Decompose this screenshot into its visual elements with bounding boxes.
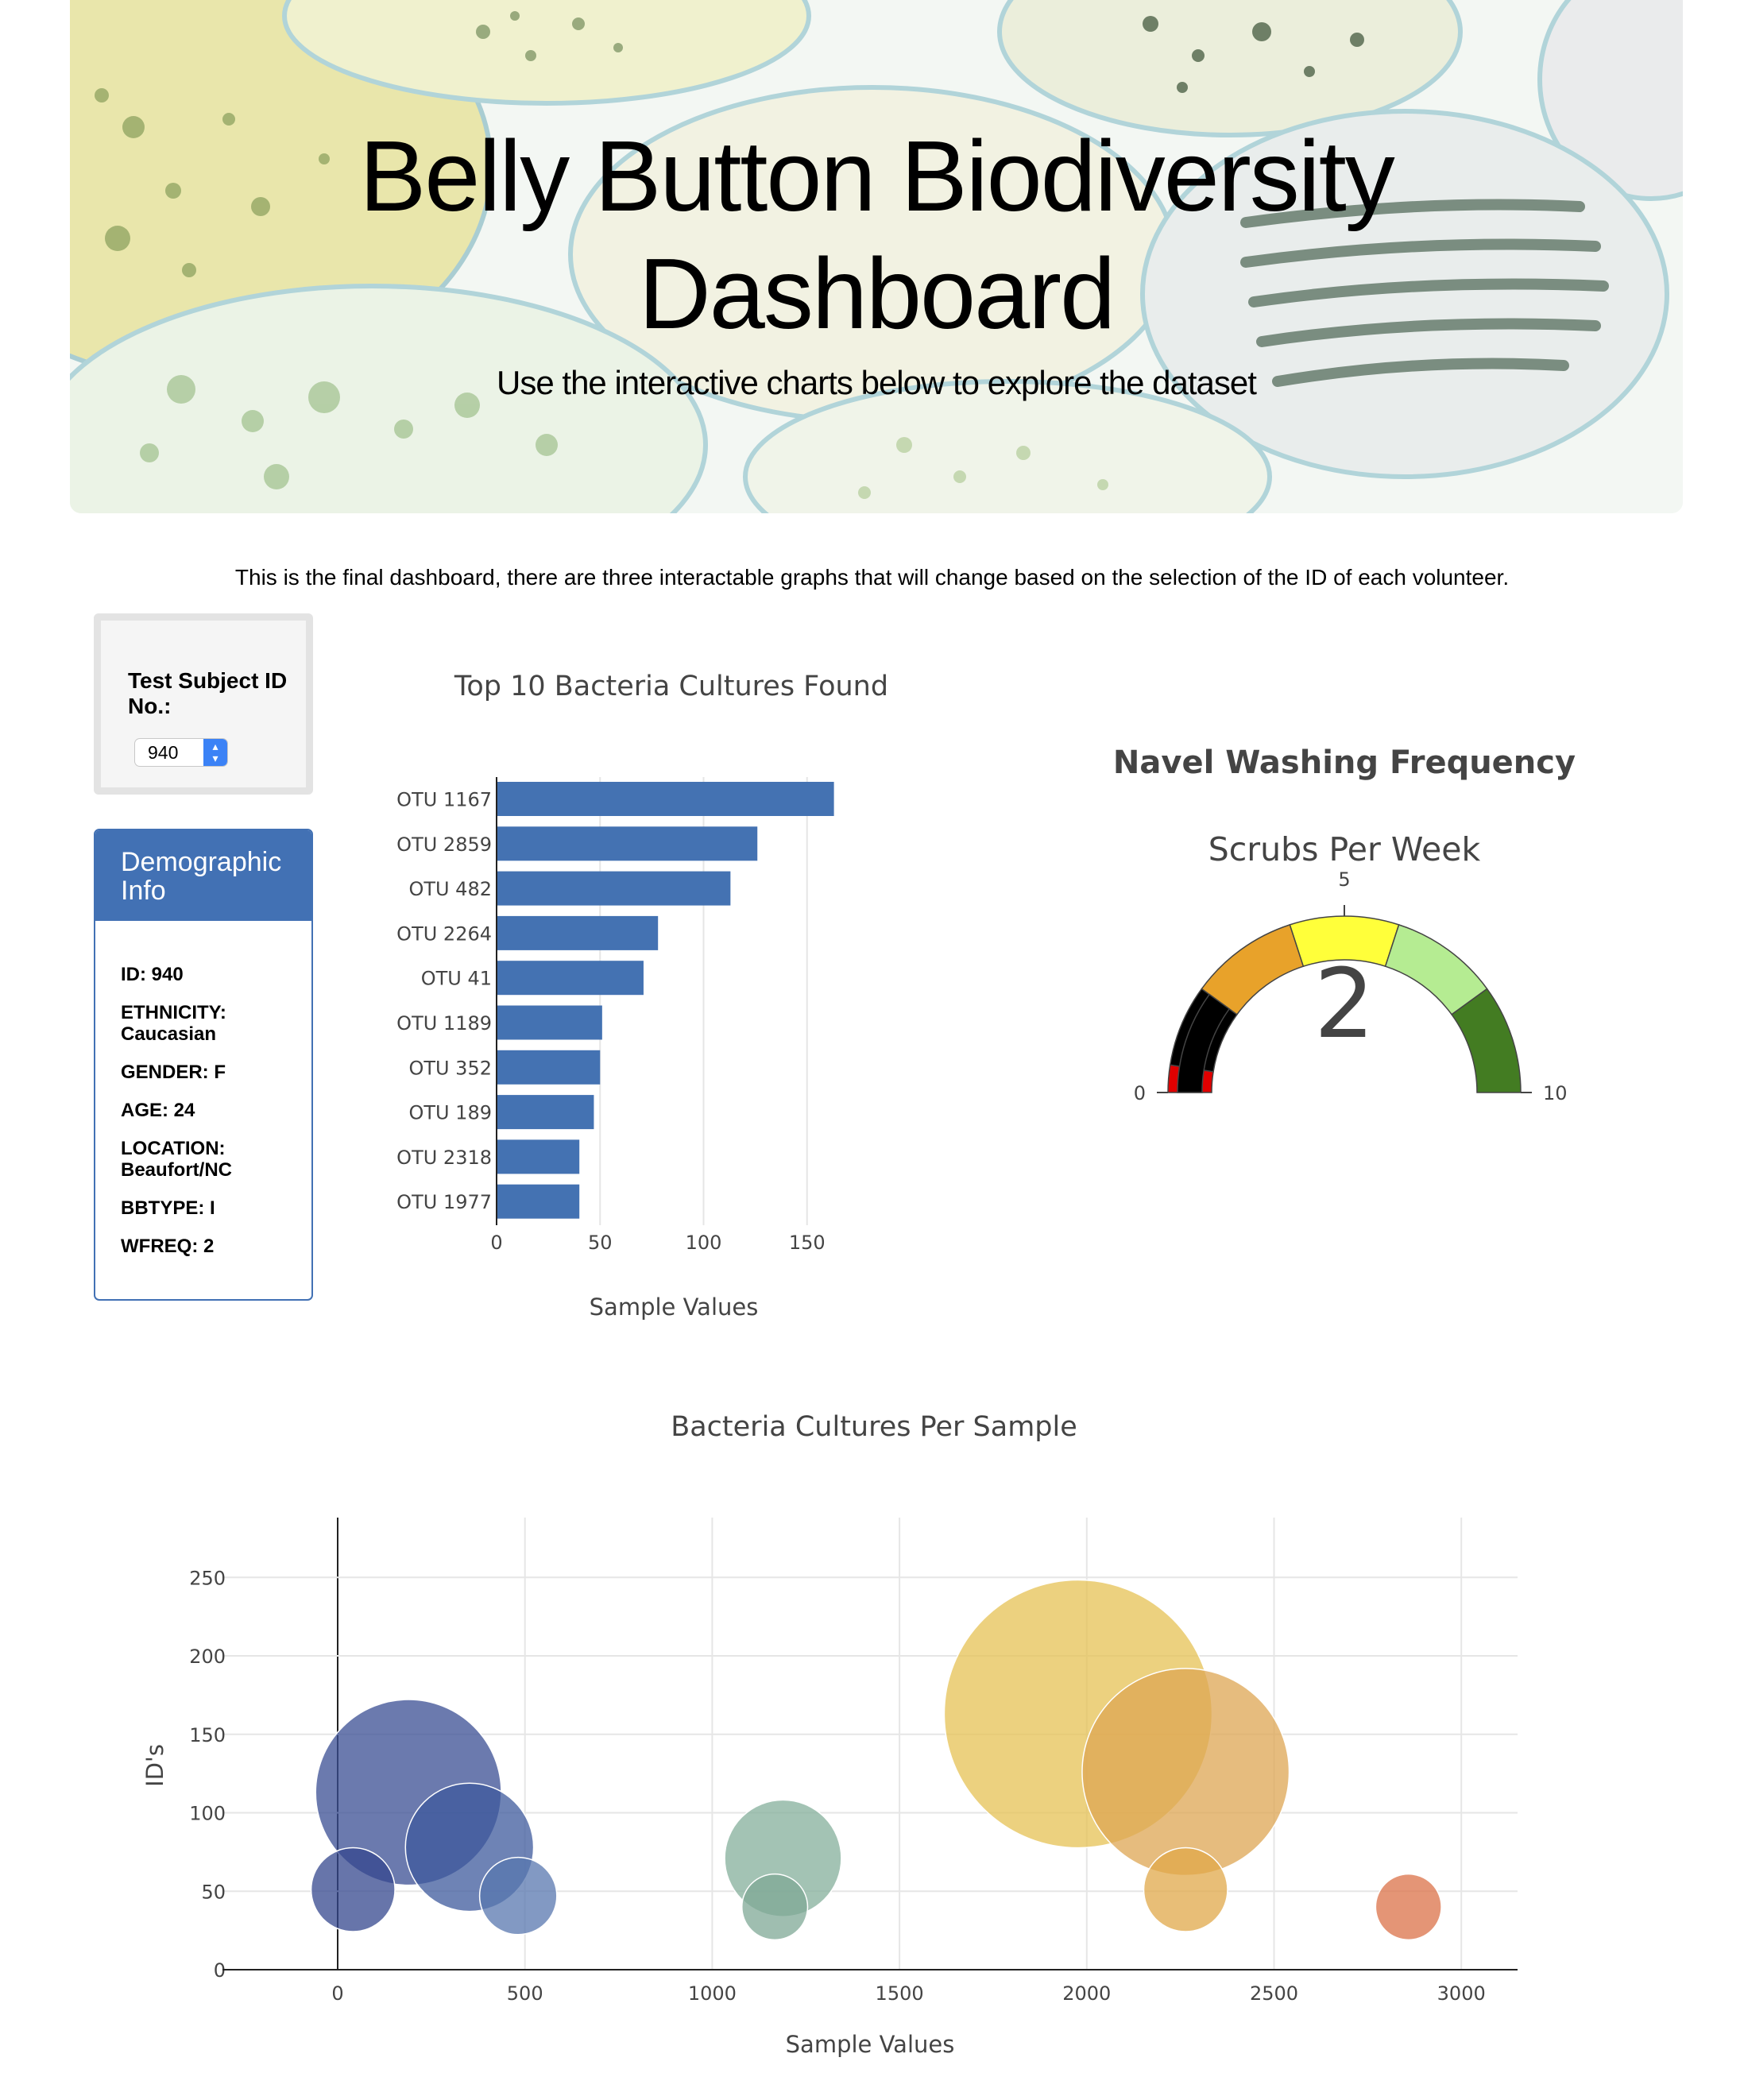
- bubble-chart-y-axis-title: ID's: [141, 1744, 168, 1787]
- bubble-chart-y-tick-label: 250: [189, 1567, 226, 1589]
- bar-chart-bar[interactable]: [497, 782, 834, 816]
- bar-chart-bar[interactable]: [497, 1050, 601, 1085]
- subject-id-select[interactable]: 940 ▴ ▾: [134, 738, 228, 767]
- bar-chart-title: Top 10 Bacteria Cultures Found: [454, 671, 888, 702]
- bar-chart-category-label: OTU 2859: [396, 833, 492, 856]
- subject-selector-well: Test Subject ID No.: 940 ▴ ▾: [94, 613, 313, 795]
- bar-chart-bar[interactable]: [497, 826, 758, 861]
- bar-chart-category-label: OTU 1977: [396, 1191, 492, 1213]
- bubble-chart-x-tick-label: 1500: [876, 1982, 924, 2005]
- bubble-chart-y-tick-label: 200: [189, 1646, 226, 1668]
- top10-bar-chart[interactable]: Top 10 Bacteria Cultures Found OTU 1167 O…: [350, 636, 906, 1335]
- select-updown-arrows-icon: ▴ ▾: [203, 739, 227, 766]
- bubble-chart-y-tick-label: 100: [189, 1803, 226, 1825]
- intro-text: This is the final dashboard, there are t…: [234, 565, 1510, 590]
- subject-id-select-value: 940: [148, 742, 179, 763]
- demographic-info-panel: Demographic Info ID: 940 ETHNICITY: Cauc…: [94, 829, 313, 1301]
- bubble-chart-x-tick-label: 3000: [1437, 1982, 1486, 2005]
- page-title-line-2: Dashboard: [638, 238, 1116, 350]
- header-jumbotron: Belly Button Biodiversity Dashboard Use t…: [70, 0, 1683, 513]
- bar-chart-bar[interactable]: [497, 1095, 594, 1130]
- petri-dish-background-image: [70, 0, 1683, 513]
- page-title: Belly Button Biodiversity Dashboard: [70, 118, 1683, 353]
- bar-chart-category-label: OTU 352: [408, 1057, 492, 1079]
- bar-chart-x-tick-label: 150: [789, 1232, 826, 1254]
- gauge-value-bar: [1177, 993, 1231, 1093]
- bubble-chart-bubble[interactable]: [478, 1856, 558, 1936]
- bar-chart-category-label: OTU 41: [421, 968, 492, 990]
- washing-frequency-gauge[interactable]: Navel Washing Frequency Scrubs Per Week …: [1096, 715, 1621, 1128]
- gauge-tick-label: 5: [1338, 868, 1350, 891]
- bubble-chart-x-tick-label: 500: [507, 1982, 543, 2005]
- bubble-chart-bubble[interactable]: [1081, 1668, 1290, 1877]
- bar-chart-bar[interactable]: [497, 871, 731, 906]
- bar-chart-x-tick-label: 100: [686, 1232, 722, 1254]
- demo-gender: GENDER: F: [121, 1062, 226, 1083]
- demo-id: ID: 940: [121, 964, 184, 985]
- bar-chart-category-label: OTU 1189: [396, 1012, 492, 1035]
- bacteria-bubble-chart[interactable]: Bacteria Cultures Per Sample 0 500 1000 150…: [119, 1398, 1549, 2082]
- gauge-tick-label: 10: [1543, 1082, 1568, 1104]
- bar-chart-x-tick-label: 0: [490, 1232, 502, 1254]
- bubble-chart-bubble[interactable]: [1143, 1847, 1228, 1932]
- bar-chart-category-label: OTU 2318: [396, 1147, 492, 1169]
- bubble-chart-x-tick-label: 2000: [1062, 1982, 1111, 2005]
- gauge-subtitle: Scrubs Per Week: [1208, 830, 1481, 868]
- bar-chart-x-tick-label: 50: [588, 1232, 613, 1254]
- bubble-chart-title: Bacteria Cultures Per Sample: [671, 1411, 1077, 1443]
- demo-location: LOCATION: Beaufort/NC: [121, 1138, 233, 1181]
- bar-chart-x-axis-title: Sample Values: [590, 1294, 759, 1321]
- bubble-chart-x-tick-label: 1000: [688, 1982, 737, 2005]
- subject-selector-label: Test Subject ID No.:: [128, 668, 288, 718]
- demo-age: AGE: 24: [121, 1100, 195, 1121]
- bubble-chart-y-tick-label: 0: [214, 1959, 226, 1982]
- demo-bbtype: BBTYPE: I: [121, 1197, 215, 1219]
- bar-chart-bar[interactable]: [497, 1005, 602, 1040]
- gauge-value: 2: [1314, 949, 1375, 1060]
- gauge-title: Navel Washing Frequency: [1113, 744, 1576, 781]
- page-subtitle: Use the interactive charts below to expl…: [497, 364, 1257, 401]
- bubble-chart-x-axis-title: Sample Values: [786, 2031, 955, 2058]
- bubble-chart-x-tick-label: 2500: [1250, 1982, 1298, 2005]
- bar-chart-bar[interactable]: [497, 915, 659, 950]
- bar-chart-bar[interactable]: [497, 1184, 580, 1219]
- bubble-chart-bubble[interactable]: [1375, 1873, 1442, 1941]
- bar-chart-category-label: OTU 189: [408, 1102, 492, 1124]
- bubble-chart-y-tick-label: 50: [201, 1881, 226, 1903]
- bar-chart-category-label: OTU 482: [408, 878, 492, 900]
- bar-chart-category-label: OTU 2264: [396, 922, 492, 945]
- gauge-tick-label: 0: [1134, 1082, 1146, 1104]
- bar-chart-bar[interactable]: [497, 961, 644, 996]
- demographic-info-heading: Demographic Info: [95, 830, 311, 921]
- bar-chart-category-label: OTU 1167: [396, 789, 492, 811]
- demo-ethnicity: ETHNICITY: Caucasian: [121, 1002, 226, 1045]
- bubble-chart-bubble[interactable]: [741, 1873, 809, 1941]
- demo-wfreq: WFREQ: 2: [121, 1236, 215, 1257]
- bubble-chart-x-tick-label: 0: [331, 1982, 343, 2005]
- bubble-chart-y-tick-label: 150: [189, 1724, 226, 1746]
- bubble-chart-bubble[interactable]: [310, 1847, 396, 1932]
- bar-chart-bar[interactable]: [497, 1139, 580, 1174]
- page-title-line-1: Belly Button Biodiversity: [359, 120, 1395, 232]
